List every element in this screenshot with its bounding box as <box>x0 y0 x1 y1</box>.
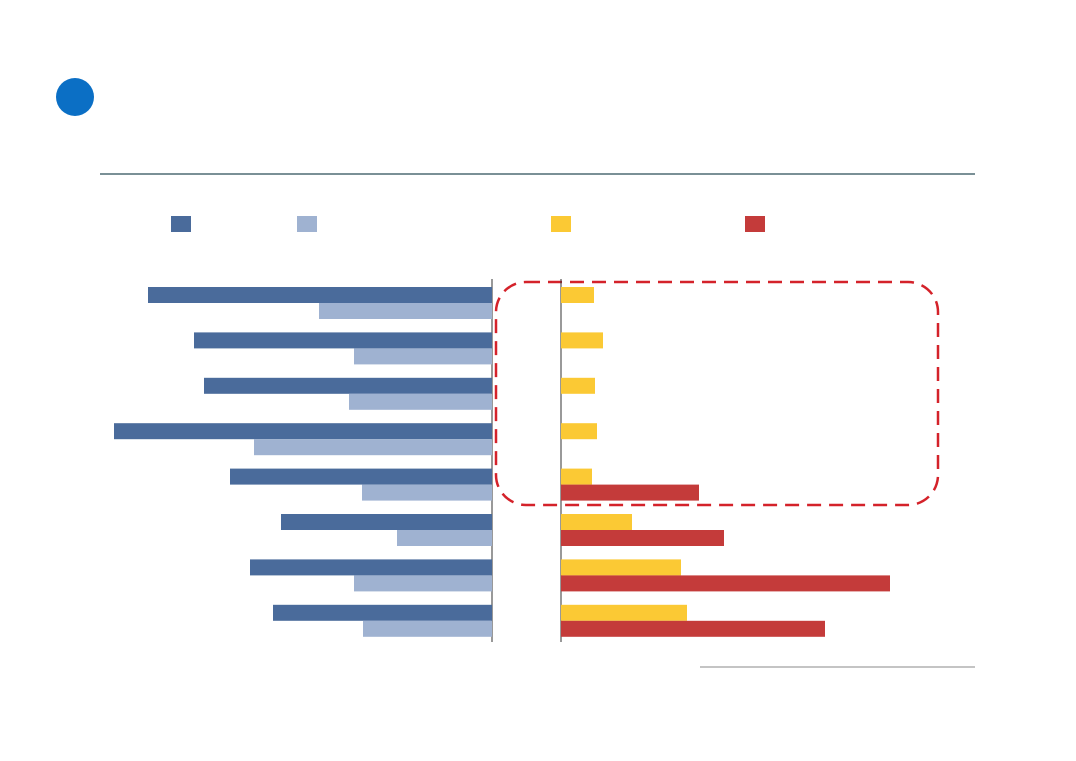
bar <box>561 484 699 501</box>
bar <box>349 393 492 410</box>
bar <box>148 287 492 303</box>
bar <box>250 559 492 576</box>
bar <box>561 575 890 592</box>
bar <box>561 332 603 349</box>
bar <box>362 484 492 501</box>
legend-swatch <box>745 216 765 232</box>
bar <box>561 514 632 530</box>
legend-swatch <box>551 216 571 232</box>
highlight-box <box>494 280 940 507</box>
bar <box>354 575 492 592</box>
bar <box>561 620 825 637</box>
bar <box>114 423 492 440</box>
bar <box>354 348 492 365</box>
bar <box>561 530 724 546</box>
section-badge <box>56 78 94 116</box>
bar <box>561 468 592 485</box>
bar <box>273 604 492 621</box>
bar <box>561 423 597 440</box>
bar <box>561 287 594 303</box>
bar <box>561 604 687 621</box>
bar <box>194 332 492 349</box>
bar <box>281 514 492 530</box>
bar <box>397 530 492 546</box>
bar <box>561 559 681 576</box>
legend-swatch <box>297 216 317 232</box>
legend-swatch <box>171 216 191 232</box>
bar <box>230 468 492 485</box>
bar <box>363 620 492 637</box>
bar <box>254 439 492 456</box>
bar <box>204 377 492 394</box>
bar <box>561 377 595 394</box>
bar <box>319 303 492 319</box>
